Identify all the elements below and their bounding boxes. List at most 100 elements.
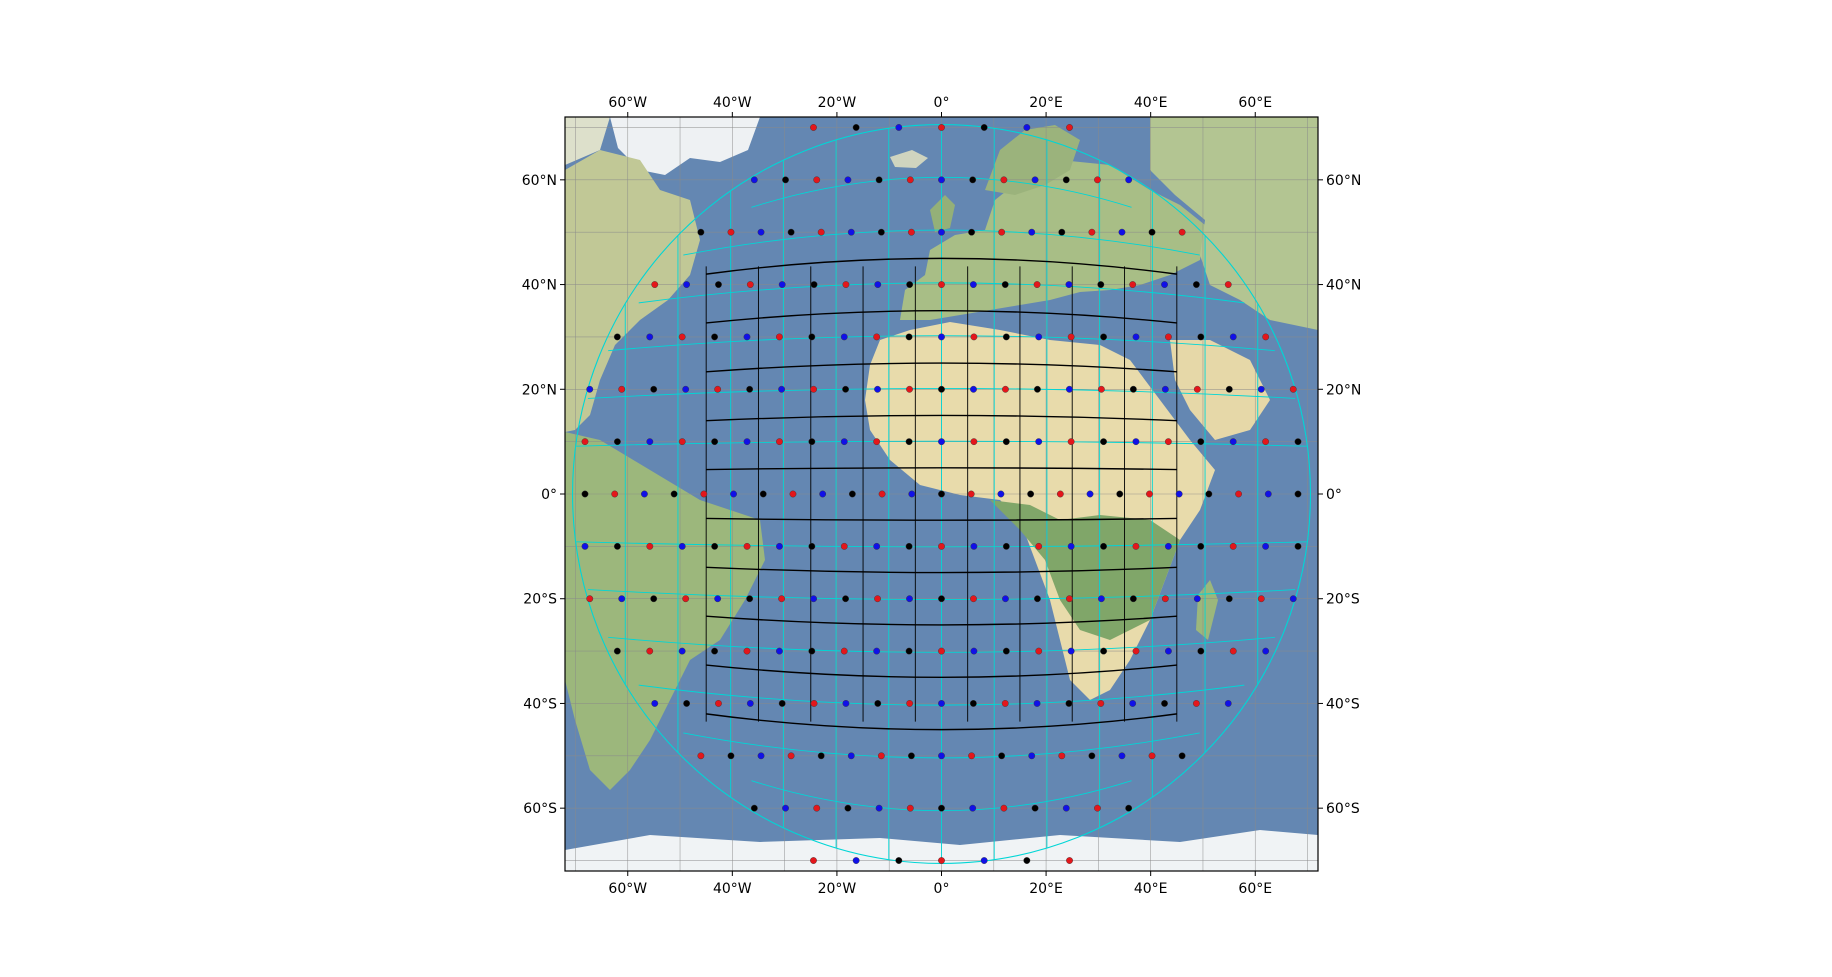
grid-point [1118, 752, 1126, 760]
grid-point [969, 176, 977, 184]
landmass-russia-asia [1150, 117, 1318, 330]
grid-point [970, 333, 978, 341]
grid-point [842, 700, 850, 707]
grid-point [810, 857, 817, 864]
lon-tick-label-bottom: 40°W [713, 881, 752, 897]
grid-point [682, 385, 690, 393]
grid-point [1262, 647, 1270, 655]
grid-point [778, 385, 786, 393]
grid-point [878, 490, 886, 498]
grid-point [938, 647, 945, 655]
grid-point [969, 804, 977, 812]
grid-point [873, 333, 881, 341]
lon-tick-label-bottom: 60°E [1238, 881, 1272, 897]
grid-point [1002, 595, 1009, 603]
grid-point [906, 281, 914, 288]
grid-point [1027, 490, 1035, 498]
grid-point [1146, 490, 1153, 498]
grid-point [970, 595, 977, 603]
grid-point [1257, 385, 1265, 393]
grid-point [750, 804, 758, 812]
grid-point [1033, 700, 1041, 707]
grid-point [1164, 438, 1172, 446]
grid-point [905, 438, 913, 446]
grid-point [842, 281, 850, 288]
map-plot-area[interactable] [565, 117, 1318, 871]
grid-point [1035, 647, 1043, 655]
grid-point [1002, 438, 1010, 446]
grid-point [1161, 385, 1169, 393]
grid-point [1097, 385, 1105, 393]
grid-point [1023, 124, 1031, 131]
grid-point [1097, 595, 1105, 603]
grid-point [842, 595, 849, 603]
grid-point [730, 490, 737, 498]
lon-tick-label-top: 40°W [713, 95, 752, 111]
grid-point [778, 595, 786, 603]
grid-point [895, 857, 903, 864]
grid-point [1294, 542, 1302, 550]
grid-point [678, 647, 686, 655]
grid-point [1086, 490, 1094, 498]
grid-point [873, 542, 881, 550]
grid-point [1264, 490, 1272, 498]
landmass-north-america-north [565, 117, 610, 165]
grid-point [875, 804, 883, 812]
grid-point [969, 281, 977, 288]
grid-point [678, 333, 686, 341]
grid-point [678, 542, 686, 550]
region-parallel-curve [706, 615, 1177, 626]
lat-tick-label-left: 60°N [522, 173, 557, 189]
grid-point [1094, 804, 1101, 812]
tick-labels-layer: 60°W 60°W 40°W 40°W 20°W 20°W 0° 0° 20°E 20°E 40°E… [522, 95, 1362, 897]
lon-tick-label-bottom: 20°E [1029, 881, 1063, 897]
grid-point [1125, 176, 1133, 184]
grid-point [840, 647, 848, 655]
region-outline-layer [705, 257, 1178, 731]
grid-point [678, 438, 686, 446]
grid-point [938, 857, 945, 864]
grid-point [1129, 700, 1137, 707]
grid-point [776, 647, 783, 655]
grid-point [980, 124, 988, 131]
grid-point [1035, 438, 1043, 446]
grid-point [905, 542, 913, 550]
grid-point [1132, 438, 1140, 446]
region-parallel-curve [706, 713, 1177, 731]
grid-point [852, 857, 860, 864]
lat-tick-label-right: 0° [1326, 487, 1342, 503]
region-parallel-curve [706, 467, 1177, 471]
grid-point [810, 281, 818, 288]
grid-point [715, 700, 722, 707]
grid-point [651, 281, 659, 288]
grid-point [1066, 857, 1073, 864]
grid-point [1065, 700, 1073, 707]
grid-point [1116, 490, 1124, 498]
grid-point [808, 542, 816, 550]
grid-point [743, 647, 751, 655]
grid-point [906, 176, 914, 184]
grid-point [970, 385, 977, 393]
grid-point [1257, 595, 1265, 603]
grid-point [1129, 595, 1137, 603]
grid-point [874, 281, 882, 288]
grid-point [810, 124, 817, 131]
grid-point [1034, 595, 1041, 603]
grid-point [1097, 281, 1105, 288]
grid-point [1100, 333, 1107, 341]
landmass-madagascar [1196, 580, 1218, 640]
lat-tick-label-right: 60°S [1326, 801, 1360, 817]
grid-point [1148, 752, 1156, 760]
grid-point [746, 595, 754, 603]
lon-tick-label-bottom: 60°W [608, 881, 647, 897]
grid-point [613, 333, 621, 341]
grid-point [1034, 385, 1041, 393]
grid-point [1197, 647, 1205, 655]
grid-point [1066, 385, 1073, 393]
landmass-british-isles [930, 195, 955, 232]
grid-point [776, 333, 783, 341]
grid-point [895, 124, 903, 131]
region-parallel-curve [706, 362, 1177, 373]
region-parallel-curve [706, 664, 1177, 678]
grid-point [1088, 752, 1096, 760]
